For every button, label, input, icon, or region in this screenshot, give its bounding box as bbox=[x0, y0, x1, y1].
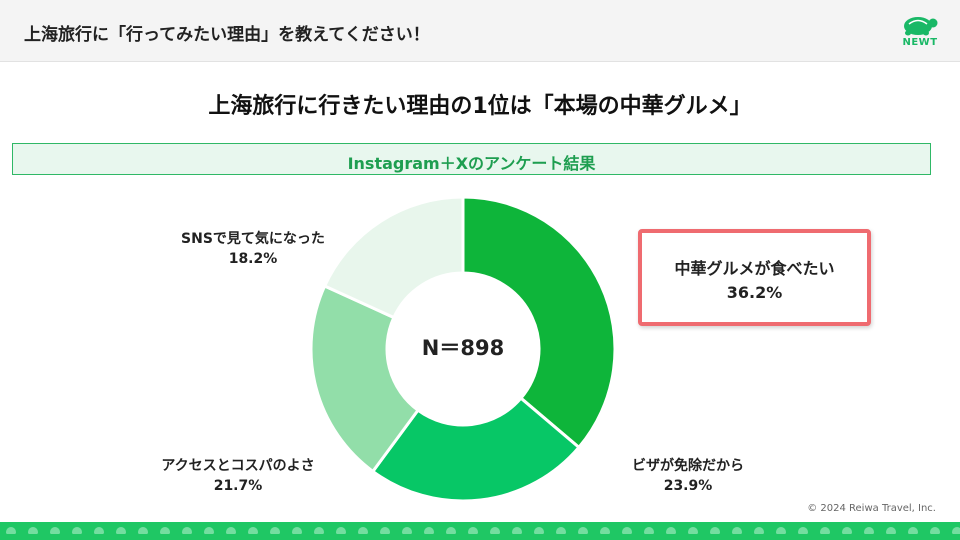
footer-pattern-icon bbox=[952, 527, 960, 534]
headline: 上海旅行に行きたい理由の1位は「本場の中華グルメ」 bbox=[208, 94, 752, 119]
slice-value-sns: 18.2% bbox=[228, 251, 278, 267]
footer-pattern-icon bbox=[710, 527, 720, 534]
footer-pattern-icon bbox=[380, 527, 390, 534]
slice-visa bbox=[370, 396, 582, 503]
footer-pattern-icon bbox=[248, 527, 258, 534]
center-label: N＝898 bbox=[421, 336, 505, 360]
subtitle-box: Instagram＋Xのアンケート結果 bbox=[12, 143, 931, 175]
newt-logo: NEWT bbox=[896, 12, 944, 52]
footer-pattern-icon bbox=[94, 527, 104, 534]
footer-pattern-icon bbox=[556, 527, 566, 534]
slice-value-access: 21.7% bbox=[213, 478, 263, 494]
footer-pattern-icon bbox=[314, 527, 324, 534]
slice-value-gourmet: 36.2% bbox=[726, 283, 783, 302]
slice-sns bbox=[322, 195, 465, 320]
slice-name-sns: SNSで見て気になった bbox=[181, 231, 325, 247]
footer-pattern-icon bbox=[402, 527, 412, 534]
footer-pattern-icon bbox=[534, 527, 544, 534]
slice-label-sns: SNSで見て気になった 18.2% bbox=[158, 229, 348, 269]
turtle-icon bbox=[904, 17, 938, 36]
highlight-callout: 中華グルメが食べたい 36.2% bbox=[638, 229, 871, 326]
footer-pattern-icon bbox=[842, 527, 852, 534]
footer-pattern-icon bbox=[622, 527, 632, 534]
footer-pattern-icon bbox=[666, 527, 676, 534]
footer-pattern-icon bbox=[776, 527, 786, 534]
footer-pattern-icon bbox=[116, 527, 126, 534]
footer-pattern-icon bbox=[446, 527, 456, 534]
slide-title: 上海旅行に「行ってみたい理由」を教えてください！ bbox=[24, 25, 430, 45]
footer-pattern-icon bbox=[160, 527, 170, 534]
footer-pattern-icon bbox=[138, 527, 148, 534]
slice-access bbox=[309, 284, 421, 474]
footer-pattern-icon bbox=[820, 527, 830, 534]
footer-pattern-icon bbox=[644, 527, 654, 534]
footer-pattern-icon bbox=[864, 527, 874, 534]
footer-band bbox=[0, 522, 960, 540]
footer-pattern-icon bbox=[886, 527, 896, 534]
slice-value-visa: 23.9% bbox=[663, 478, 713, 494]
slice-name-gourmet: 中華グルメが食べたい bbox=[674, 259, 835, 278]
slide-header: 上海旅行に「行ってみたい理由」を教えてください！ NEWT bbox=[0, 0, 960, 62]
footer-pattern-icon bbox=[270, 527, 280, 534]
footer-pattern-icon bbox=[512, 527, 522, 534]
footer-pattern-icon bbox=[204, 527, 214, 534]
footer-pattern-icon bbox=[754, 527, 764, 534]
footer-pattern-icon bbox=[490, 527, 500, 534]
footer-pattern-icon bbox=[908, 527, 918, 534]
subtitle: Instagram＋Xのアンケート結果 bbox=[347, 154, 596, 173]
highlight-text: 中華グルメが食べたい 36.2% bbox=[642, 257, 867, 305]
footer-pattern-icon bbox=[28, 527, 38, 534]
footer-pattern-icon bbox=[600, 527, 610, 534]
slice-name-visa: ビザが免除だから bbox=[632, 458, 744, 474]
slice-gourmet bbox=[461, 195, 617, 450]
footer-pattern-icon bbox=[688, 527, 698, 534]
footer-pattern-icon bbox=[292, 527, 302, 534]
footer-pattern-icon bbox=[578, 527, 588, 534]
footer-pattern-icon bbox=[6, 527, 16, 534]
footer-pattern-icon bbox=[358, 527, 368, 534]
footer-pattern-icon bbox=[226, 527, 236, 534]
footer-pattern-icon bbox=[468, 527, 478, 534]
footer-pattern-icon bbox=[336, 527, 346, 534]
slice-label-visa: ビザが免除だから 23.9% bbox=[598, 456, 778, 496]
slice-name-access: アクセスとコスパのよさ bbox=[161, 458, 315, 474]
footer-pattern-icon bbox=[50, 527, 60, 534]
footer-pattern-icon bbox=[72, 527, 82, 534]
footer-pattern-icon bbox=[424, 527, 434, 534]
footer-pattern-icon bbox=[930, 527, 940, 534]
footer-pattern-icon bbox=[182, 527, 192, 534]
footer-pattern-icon bbox=[732, 527, 742, 534]
slice-label-access: アクセスとコスパのよさ 21.7% bbox=[133, 456, 343, 496]
logo-text: NEWT bbox=[902, 37, 938, 48]
footer-pattern-icon bbox=[798, 527, 808, 534]
copyright: © 2024 Reiwa Travel, Inc. bbox=[807, 503, 936, 514]
